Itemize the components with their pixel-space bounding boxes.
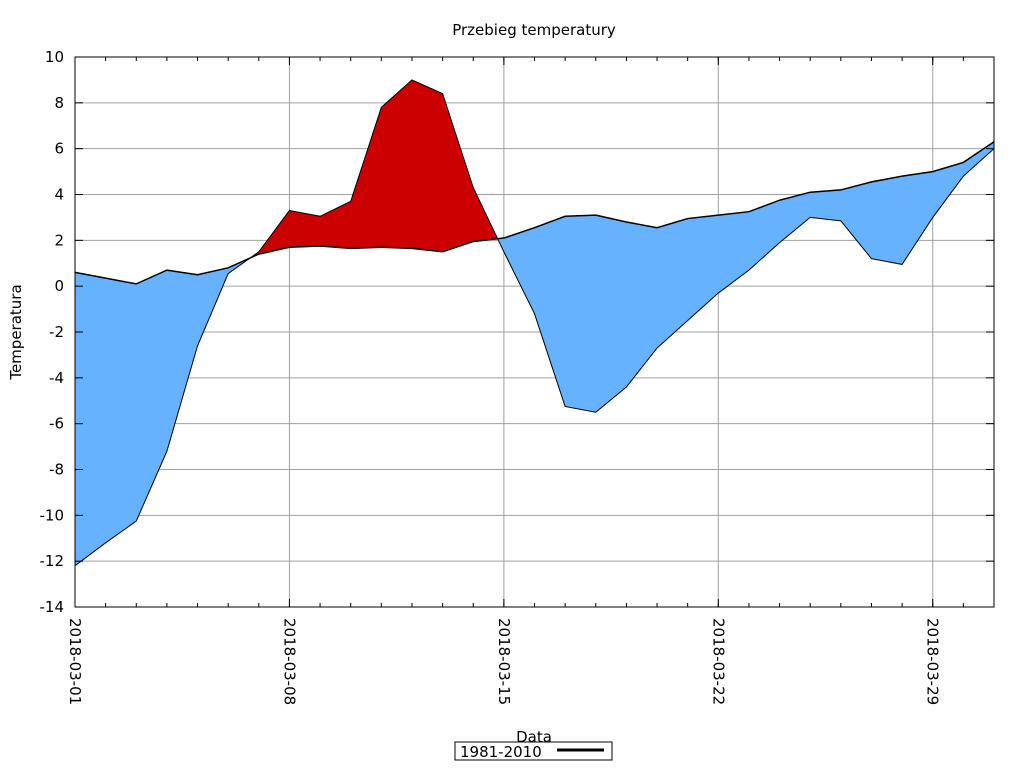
below-normal-fill [626, 221, 658, 388]
y-tick-label: 4 [54, 186, 64, 204]
axis-ticks [74, 56, 995, 608]
series-lines [74, 79, 995, 567]
below-normal-fill [564, 214, 597, 413]
legend: 1981-2010 [454, 741, 613, 761]
below-normal-fill [74, 272, 106, 567]
y-axis-label: Temperatura [7, 284, 25, 380]
below-normal-fill [717, 211, 750, 294]
below-normal-fill [105, 277, 137, 544]
legend-box [454, 741, 613, 761]
above-normal-fill [350, 107, 382, 249]
x-tick-label: 2018-03-15 [495, 618, 513, 705]
below-normal-fill [595, 214, 627, 413]
grid-lines [75, 57, 994, 607]
x-tick-label: 2018-03-01 [66, 618, 84, 705]
y-tick-label: -14 [40, 598, 65, 616]
chart-title: Przebieg temperatury [452, 21, 616, 39]
x-tick-label: 2018-03-29 [924, 618, 942, 705]
x-tick-labels: 2018-03-01 2018-03-08 2018-03-15 2018-03-22… [66, 618, 942, 705]
y-tick-label: -8 [49, 461, 64, 479]
below-normal-fill [871, 175, 903, 265]
below-normal-fill [809, 189, 842, 222]
y-tick-label: -12 [40, 552, 65, 570]
x-tick-label: 2018-03-22 [709, 618, 727, 705]
actual-temperature-line [74, 79, 995, 567]
normal-temperature-line [74, 141, 995, 285]
area-fills [74, 79, 995, 567]
below-normal-fill [901, 171, 934, 266]
y-tick-label: 6 [54, 140, 64, 158]
legend-label: 1981-2010 [460, 743, 542, 761]
y-tick-label: -10 [40, 506, 65, 524]
y-tick-labels: 10 8 6 4 2 0 -2 -4 -6 -8 -10 -12 -14 [40, 48, 65, 616]
y-tick-label: -2 [49, 323, 64, 341]
y-tick-label: 0 [54, 277, 64, 295]
y-tick-label: -4 [49, 369, 64, 387]
above-normal-fill [411, 79, 443, 253]
above-normal-fill [381, 79, 413, 249]
above-normal-fill [289, 210, 321, 248]
x-tick-label: 2018-03-08 [280, 618, 298, 705]
below-normal-fill [135, 269, 168, 522]
y-tick-label: 10 [45, 48, 64, 66]
below-normal-fill [656, 218, 688, 349]
below-normal-fill [687, 214, 719, 322]
y-tick-label: 8 [54, 94, 64, 112]
y-tick-label: -6 [49, 415, 64, 433]
below-normal-fill [840, 181, 872, 260]
y-tick-label: 2 [54, 231, 64, 249]
below-normal-fill [503, 227, 535, 314]
